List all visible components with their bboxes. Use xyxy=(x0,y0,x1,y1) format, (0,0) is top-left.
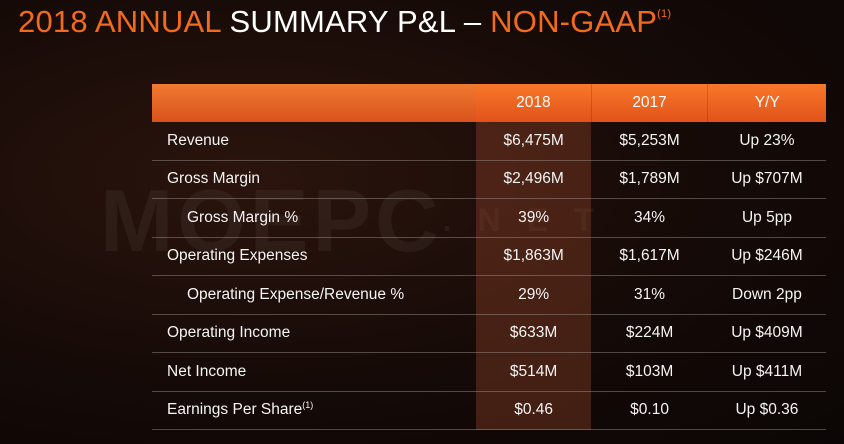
cell-2018: $0.46 xyxy=(476,391,592,430)
cell-2017: $1,789M xyxy=(591,160,708,199)
row-label-operating-income: Operating Income xyxy=(152,314,477,353)
page-title: 2018 ANNUAL SUMMARY P&L – NON-GAAP(1) xyxy=(18,4,671,40)
cell-yy: Up $0.36 xyxy=(707,391,826,430)
header-yy: Y/Y xyxy=(707,84,826,122)
cell-yy: Up 5pp xyxy=(707,198,826,238)
row-label-revenue: Revenue xyxy=(152,122,477,161)
cell-2018: $1,863M xyxy=(476,237,592,276)
title-non-gaap: NON-GAAP xyxy=(490,4,658,39)
eps-footnote: (1) xyxy=(302,400,314,411)
row-label-gross-margin: Gross Margin xyxy=(152,160,477,199)
row-label-opex-revenue-pct: Operating Expense/Revenue % xyxy=(152,275,477,315)
row-label-eps: Earnings Per Share(1) xyxy=(152,391,477,430)
table-row: Operating Expenses $1,863M $1,617M Up $2… xyxy=(152,237,826,276)
table-header-row: 2018 2017 Y/Y xyxy=(152,84,826,122)
row-label-gross-margin-pct: Gross Margin % xyxy=(152,198,477,238)
cell-2018: $514M xyxy=(476,352,592,392)
cell-2017: $1,617M xyxy=(591,237,708,276)
cell-yy: Up $411M xyxy=(707,352,826,392)
cell-2017: 34% xyxy=(591,198,708,238)
cell-2018: $633M xyxy=(476,314,592,353)
header-2017: 2017 xyxy=(590,84,708,122)
header-2018: 2018 xyxy=(476,84,592,122)
title-year: 2018 ANNUAL xyxy=(18,4,221,39)
row-label-net-income: Net Income xyxy=(152,352,477,392)
cell-yy: Up $409M xyxy=(707,314,826,353)
cell-2017: 31% xyxy=(591,275,708,315)
table-row: Gross Margin % 39% 34% Up 5pp xyxy=(152,198,826,238)
table-row: Gross Margin $2,496M $1,789M Up $707M xyxy=(152,160,826,199)
header-label xyxy=(152,84,477,122)
table-row: Revenue $6,475M $5,253M Up 23% xyxy=(152,122,826,161)
cell-2018: $2,496M xyxy=(476,160,592,199)
cell-2018: 39% xyxy=(476,198,592,238)
pl-summary-table: 2018 2017 Y/Y Revenue $6,475M $5,253M Up… xyxy=(152,84,826,430)
table-row: Operating Expense/Revenue % 29% 31% Down… xyxy=(152,275,826,315)
row-label-operating-expenses: Operating Expenses xyxy=(152,237,477,276)
cell-2017: $5,253M xyxy=(591,122,708,161)
cell-yy: Up $707M xyxy=(707,160,826,199)
cell-yy: Up 23% xyxy=(707,122,826,161)
cell-2017: $103M xyxy=(591,352,708,392)
eps-label-text: Earnings Per Share xyxy=(167,401,303,419)
cell-2018: $6,475M xyxy=(476,122,592,161)
table-row: Earnings Per Share(1) $0.46 $0.10 Up $0.… xyxy=(152,391,826,430)
cell-2017: $224M xyxy=(591,314,708,353)
cell-2017: $0.10 xyxy=(591,391,708,430)
title-summary: SUMMARY P&L – xyxy=(229,4,482,39)
table-row: Net Income $514M $103M Up $411M xyxy=(152,352,826,392)
cell-2018: 29% xyxy=(476,275,592,315)
cell-yy: Up $246M xyxy=(707,237,826,276)
table-row: Operating Income $633M $224M Up $409M xyxy=(152,314,826,353)
cell-yy: Down 2pp xyxy=(707,275,826,315)
title-footnote: (1) xyxy=(657,8,672,20)
